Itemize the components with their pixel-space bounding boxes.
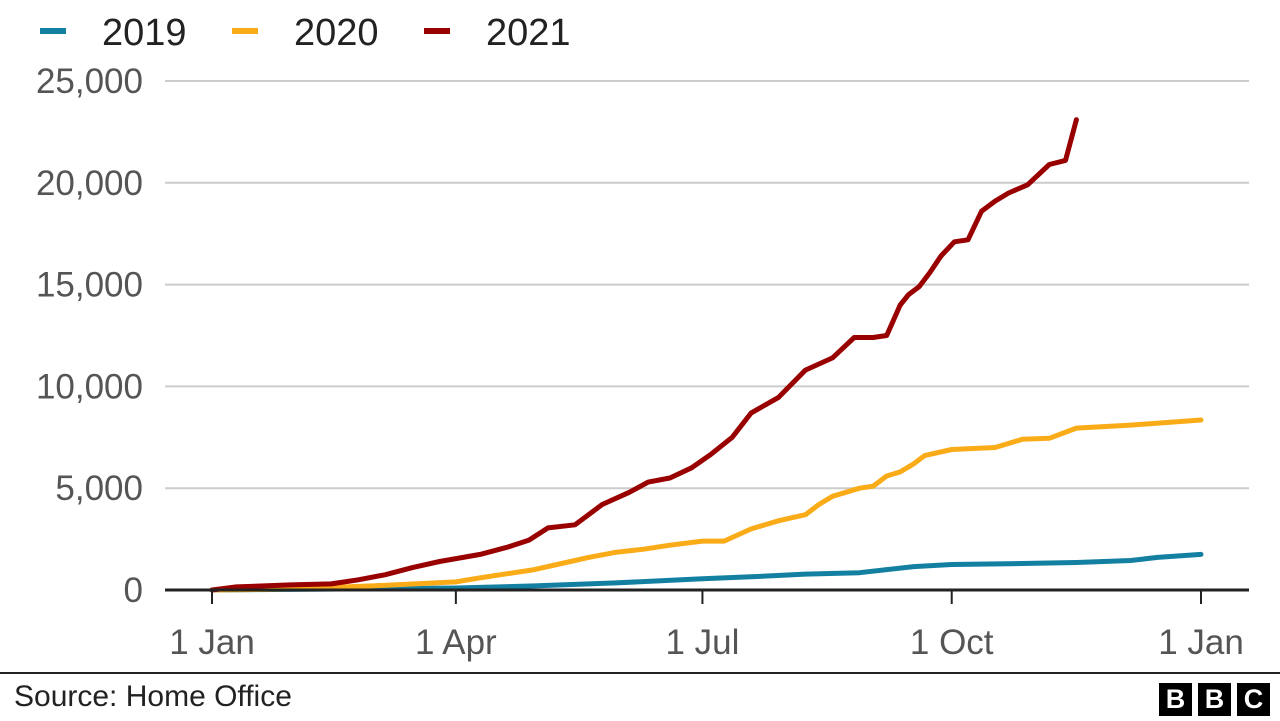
bbc-logo-letter: C bbox=[1237, 683, 1270, 716]
x-tick-label: 1 Oct bbox=[910, 623, 994, 662]
series-line-2021 bbox=[209, 117, 1079, 593]
y-tick-label: 25,000 bbox=[36, 62, 143, 101]
x-tick-label: 1 Jan bbox=[1158, 623, 1244, 662]
bbc-logo: B B C bbox=[1159, 683, 1270, 716]
bbc-logo-letter: B bbox=[1198, 683, 1231, 716]
y-tick-label: 10,000 bbox=[36, 367, 143, 406]
x-axis: 1 Jan 1 Apr 1 Jul 1 Oct 1 Jan bbox=[165, 588, 1249, 662]
y-tick-label: 5,000 bbox=[55, 469, 143, 508]
chart-area: 2019 2020 2021 0 5,000 10,000 15,000 20,000 25,… bbox=[36, 12, 1249, 662]
x-tick-label: 1 Jul bbox=[665, 623, 739, 662]
legend-label-2021: 2021 bbox=[486, 12, 571, 54]
legend-label-2020: 2020 bbox=[294, 12, 379, 54]
x-tick-label: 1 Apr bbox=[415, 623, 497, 662]
source-note: Source: Home Office bbox=[14, 680, 292, 713]
y-tick-label: 0 bbox=[124, 571, 143, 610]
footer-divider bbox=[0, 672, 1280, 674]
legend: 2019 2020 2021 bbox=[40, 12, 571, 54]
bbc-logo-letter: B bbox=[1159, 683, 1192, 716]
y-tick-label: 20,000 bbox=[36, 164, 143, 203]
series-line-2020 bbox=[209, 417, 1204, 593]
x-tick-label: 1 Jan bbox=[169, 623, 255, 662]
y-axis-tick-labels: 0 5,000 10,000 15,000 20,000 25,000 bbox=[36, 62, 143, 610]
series-lines bbox=[209, 117, 1204, 593]
gridlines bbox=[165, 80, 1249, 490]
legend-label-2019: 2019 bbox=[102, 12, 187, 54]
y-tick-label: 15,000 bbox=[36, 266, 143, 305]
series-line-2019 bbox=[209, 551, 1204, 593]
